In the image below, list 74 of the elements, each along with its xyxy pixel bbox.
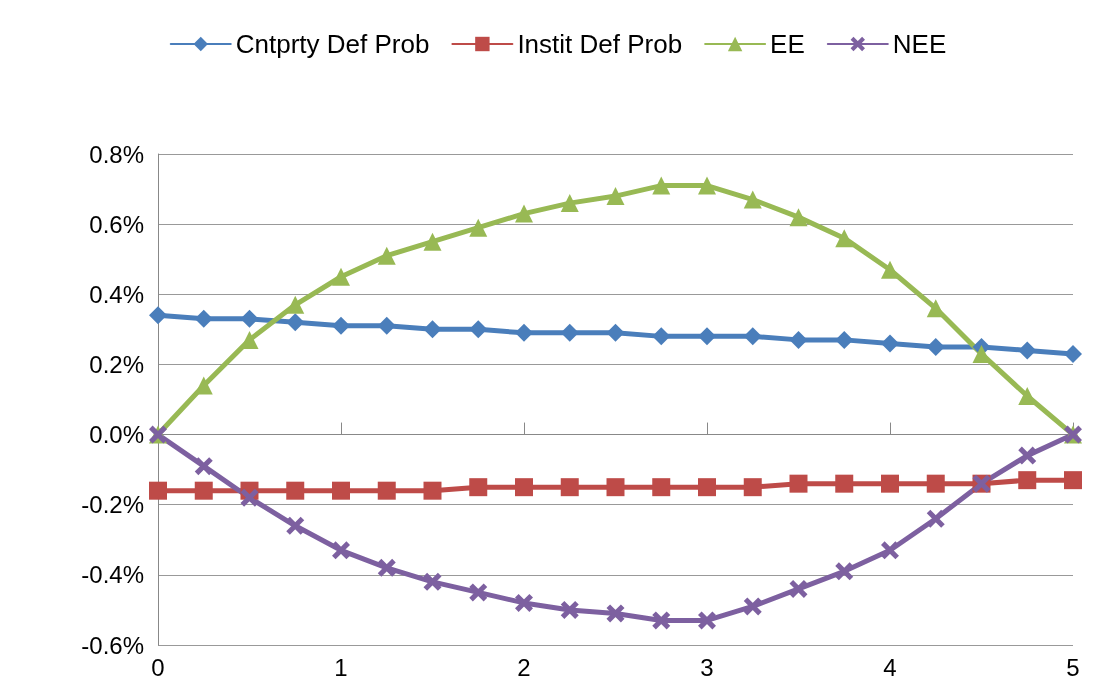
x-tick-label: 2 [517,653,531,681]
point [743,327,762,346]
point [606,187,625,206]
point [194,309,213,328]
point [698,176,716,195]
point [515,478,533,497]
point [926,474,945,493]
y-tick-label: -0.4% [81,561,144,589]
point [835,562,854,581]
point [286,295,305,314]
y-tick-label: 0.2% [89,350,144,378]
point [469,218,488,237]
point [469,478,488,497]
y-tick-label: 0.8% [89,140,144,168]
point [926,509,945,528]
x-tick-label: 5 [1066,653,1080,681]
point [606,323,625,342]
y-tick-label: 0.4% [89,280,144,308]
point [560,323,579,342]
y-tick-label: 0.6% [89,210,144,238]
point [332,316,350,335]
point [423,320,442,339]
legend-label: Instit Def Prob [517,29,683,59]
y-tick-label: -0.2% [81,491,144,519]
point [286,516,305,535]
point [743,478,762,497]
point [377,316,396,335]
point [652,327,671,346]
point [789,330,808,349]
point [149,306,167,325]
point [789,474,808,493]
legend-label: NEE [892,29,947,59]
point [652,176,671,195]
point [652,478,671,497]
point [1018,341,1037,360]
point [515,323,533,342]
x-tick-label: 0 [151,653,165,681]
point [835,229,854,248]
point [377,558,396,577]
y-tick-label: 0.0% [89,421,144,449]
x-tick-label: 1 [334,653,348,681]
point [286,313,305,332]
point [149,481,167,500]
point [423,481,442,500]
point [377,246,396,265]
point [194,481,213,500]
point [240,309,259,328]
point [881,474,899,493]
point [835,474,854,493]
point [743,190,762,209]
point [332,481,350,500]
x-tick-label: 4 [883,653,897,681]
point [1064,471,1082,490]
point [423,232,442,251]
point [515,204,533,223]
point [698,611,716,630]
point [1018,471,1037,490]
point [789,208,808,227]
point [560,194,579,213]
point [881,260,899,279]
point [560,478,579,497]
point [698,478,716,497]
y-tick-label: -0.6% [81,631,144,659]
point [698,327,716,346]
point [286,481,305,500]
legend-label: Cntprty Def Prob [235,29,430,59]
point [1064,344,1082,363]
point [606,478,625,497]
point [469,320,488,339]
point [881,334,899,353]
point [377,481,396,500]
x-tick-label: 3 [700,653,714,681]
legend-label: EE [770,29,805,59]
point [332,267,350,286]
